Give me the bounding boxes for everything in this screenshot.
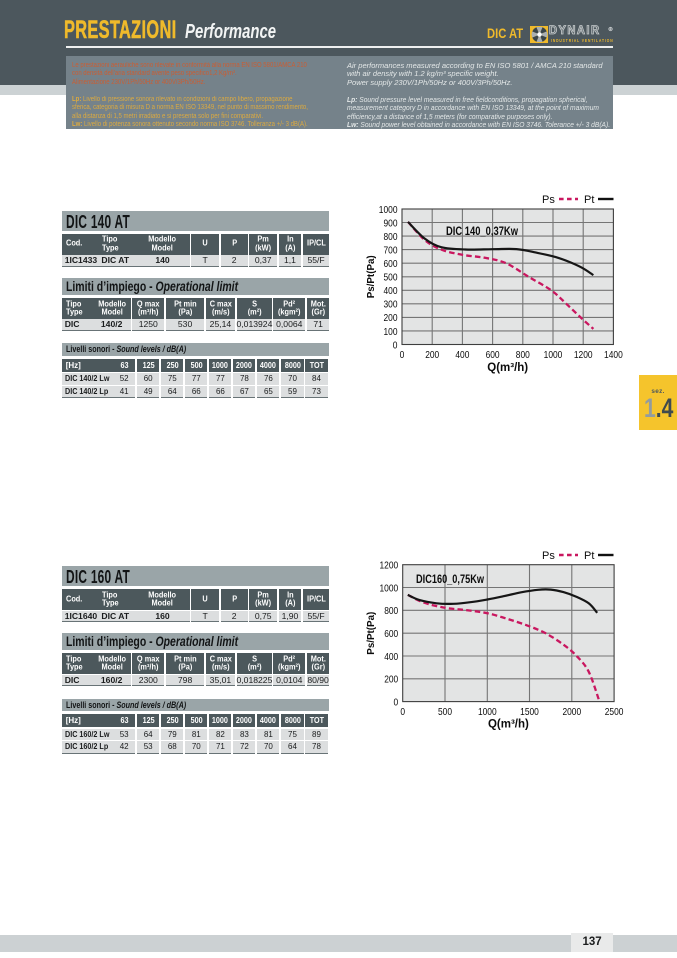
svg-text:0: 0 [400, 350, 405, 361]
svg-text:Q(m³/h): Q(m³/h) [487, 362, 528, 374]
svg-text:200: 200 [384, 313, 398, 324]
svg-text:1200: 1200 [574, 350, 593, 361]
svg-text:200: 200 [384, 675, 398, 686]
svg-text:Ps/Pt(Pa): Ps/Pt(Pa) [366, 255, 377, 298]
svg-text:600: 600 [384, 259, 398, 270]
svg-text:200: 200 [425, 350, 439, 361]
svg-text:400: 400 [384, 652, 398, 663]
svg-text:0: 0 [393, 340, 398, 351]
svg-text:1000: 1000 [544, 350, 563, 361]
svg-text:600: 600 [384, 629, 398, 640]
svg-text:Pt: Pt [584, 194, 594, 206]
svg-text:DIC 140_0,37Kw: DIC 140_0,37Kw [446, 226, 518, 238]
svg-text:800: 800 [516, 350, 530, 361]
svg-text:1000: 1000 [380, 583, 399, 594]
svg-text:400: 400 [455, 350, 469, 361]
svg-text:0: 0 [400, 707, 405, 718]
svg-text:Pt: Pt [584, 550, 594, 562]
svg-text:500: 500 [384, 273, 398, 284]
svg-text:Q(m³/h): Q(m³/h) [488, 719, 529, 731]
svg-text:DIC160_0,75Kw: DIC160_0,75Kw [416, 574, 484, 586]
svg-text:1000: 1000 [478, 707, 497, 718]
svg-text:700: 700 [384, 246, 398, 257]
svg-text:2000: 2000 [562, 707, 581, 718]
svg-text:1200: 1200 [380, 561, 399, 572]
svg-text:1400: 1400 [604, 350, 623, 361]
svg-text:800: 800 [384, 606, 398, 617]
svg-text:300: 300 [384, 300, 398, 311]
svg-text:900: 900 [384, 218, 398, 229]
svg-text:1000: 1000 [379, 205, 398, 216]
svg-text:Ps/Pt(Pa): Ps/Pt(Pa) [366, 612, 377, 655]
svg-text:600: 600 [486, 350, 500, 361]
svg-text:100: 100 [384, 327, 398, 338]
svg-text:Ps: Ps [542, 194, 555, 206]
svg-text:1500: 1500 [520, 707, 539, 718]
svg-text:500: 500 [438, 707, 452, 718]
svg-text:800: 800 [384, 232, 398, 243]
svg-text:400: 400 [384, 286, 398, 297]
svg-text:2500: 2500 [605, 707, 624, 718]
svg-text:Ps: Ps [542, 550, 555, 562]
svg-text:0: 0 [394, 697, 399, 708]
